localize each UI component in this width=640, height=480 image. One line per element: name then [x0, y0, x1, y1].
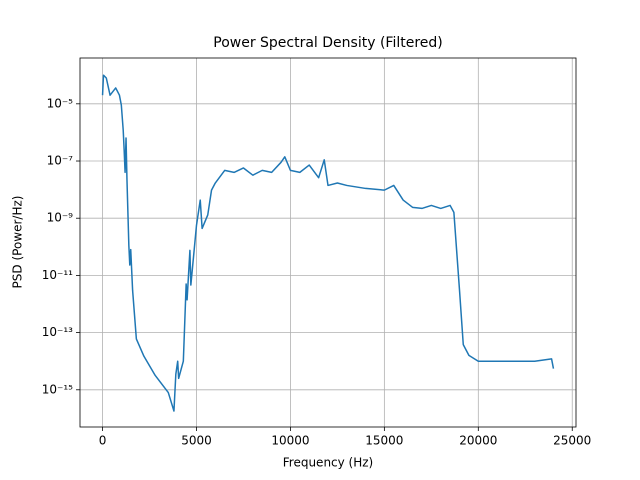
y-tick-label: 10⁻¹³ — [42, 325, 73, 339]
y-tick-label: 10⁻¹¹ — [42, 268, 73, 282]
line-series — [101, 74, 555, 412]
x-tick-label: 25000 — [553, 434, 591, 448]
y-tick-label: 10⁻⁵ — [47, 96, 74, 110]
y-tick-label: 10⁻⁷ — [47, 154, 74, 168]
x-tick-label: 5000 — [181, 434, 212, 448]
x-tick-label: 0 — [99, 434, 107, 448]
x-tick-label: 10000 — [271, 434, 309, 448]
x-axis-label: Frequency (Hz) — [283, 456, 374, 470]
y-axis-label: PSD (Power/Hz) — [11, 196, 25, 289]
y-tick-label: 10⁻⁹ — [47, 211, 74, 225]
x-tick-label: 20000 — [459, 434, 497, 448]
x-tick-label: 15000 — [365, 434, 403, 448]
plot-frame — [79, 57, 577, 428]
y-tick-label: 10⁻¹⁵ — [42, 382, 73, 396]
chart-title: Power Spectral Density (Filtered) — [213, 35, 443, 51]
